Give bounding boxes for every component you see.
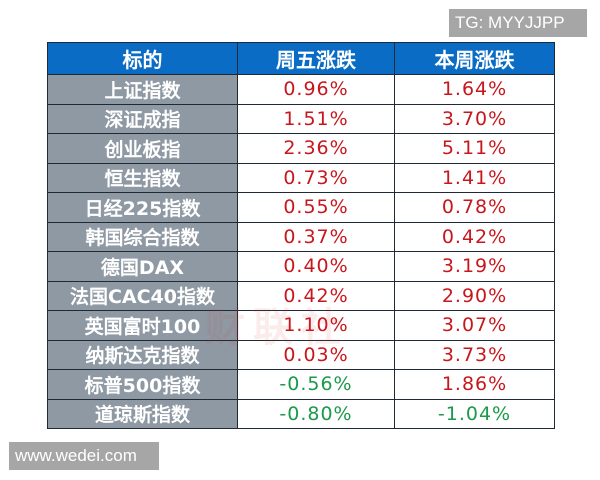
friday-change: 0.42%: [237, 280, 395, 311]
table-row: 英国富时100 1.10% 3.07%: [47, 310, 555, 341]
week-change: 1.64%: [394, 74, 555, 105]
week-change: 3.07%: [394, 310, 555, 341]
week-change: 3.73%: [394, 339, 555, 370]
table-row: 深证成指 1.51% 3.70%: [47, 103, 555, 134]
table-row: 道琼斯指数 -0.80% -1.04%: [47, 398, 555, 429]
instrument-name: 上证指数: [47, 74, 238, 105]
site-watermark: www.wedei.com: [9, 442, 159, 470]
table-row: 韩国综合指数 0.37% 0.42%: [47, 221, 555, 252]
friday-change: -0.80%: [237, 398, 395, 429]
friday-change: 0.37%: [237, 221, 395, 252]
friday-change: -0.56%: [237, 369, 395, 400]
week-change: -1.04%: [394, 398, 555, 429]
instrument-name: 法国CAC40指数: [47, 280, 238, 311]
week-change: 3.19%: [394, 251, 555, 282]
header-friday-change: 周五涨跌: [237, 42, 395, 75]
instrument-name: 恒生指数: [47, 162, 238, 193]
instrument-name: 纳斯达克指数: [47, 339, 238, 370]
table-row: 上证指数 0.96% 1.64%: [47, 74, 555, 105]
week-change: 5.11%: [394, 133, 555, 164]
instrument-name: 韩国综合指数: [47, 221, 238, 252]
friday-change: 2.36%: [237, 133, 395, 164]
table-row: 创业板指 2.36% 5.11%: [47, 133, 555, 164]
week-change: 0.42%: [394, 221, 555, 252]
table-header-row: 标的 周五涨跌 本周涨跌: [47, 42, 555, 75]
week-change: 1.86%: [394, 369, 555, 400]
table-row: 恒生指数 0.73% 1.41%: [47, 162, 555, 193]
instrument-name: 英国富时100: [47, 310, 238, 341]
friday-change: 0.55%: [237, 192, 395, 223]
instrument-name: 深证成指: [47, 103, 238, 134]
week-change: 1.41%: [394, 162, 555, 193]
tg-watermark: TG: MYYJJPP: [449, 9, 587, 37]
week-change: 3.70%: [394, 103, 555, 134]
table-row: 标普500指数 -0.56% 1.86%: [47, 369, 555, 400]
header-week-change: 本周涨跌: [394, 42, 555, 75]
friday-change: 1.10%: [237, 310, 395, 341]
instrument-name: 德国DAX: [47, 251, 238, 282]
table-row: 日经225指数 0.55% 0.78%: [47, 192, 555, 223]
market-performance-table: 标的 周五涨跌 本周涨跌 上证指数 0.96% 1.64% 深证成指 1.51% 3.7…: [47, 42, 555, 429]
instrument-name: 标普500指数: [47, 369, 238, 400]
table-row: 纳斯达克指数 0.03% 3.73%: [47, 339, 555, 370]
instrument-name: 道琼斯指数: [47, 398, 238, 429]
instrument-name: 创业板指: [47, 133, 238, 164]
week-change: 0.78%: [394, 192, 555, 223]
friday-change: 0.03%: [237, 339, 395, 370]
week-change: 2.90%: [394, 280, 555, 311]
instrument-name: 日经225指数: [47, 192, 238, 223]
table-row: 德国DAX 0.40% 3.19%: [47, 251, 555, 282]
friday-change: 1.51%: [237, 103, 395, 134]
friday-change: 0.73%: [237, 162, 395, 193]
header-instrument: 标的: [47, 42, 238, 75]
table-row: 法国CAC40指数 0.42% 2.90%: [47, 280, 555, 311]
friday-change: 0.96%: [237, 74, 395, 105]
friday-change: 0.40%: [237, 251, 395, 282]
